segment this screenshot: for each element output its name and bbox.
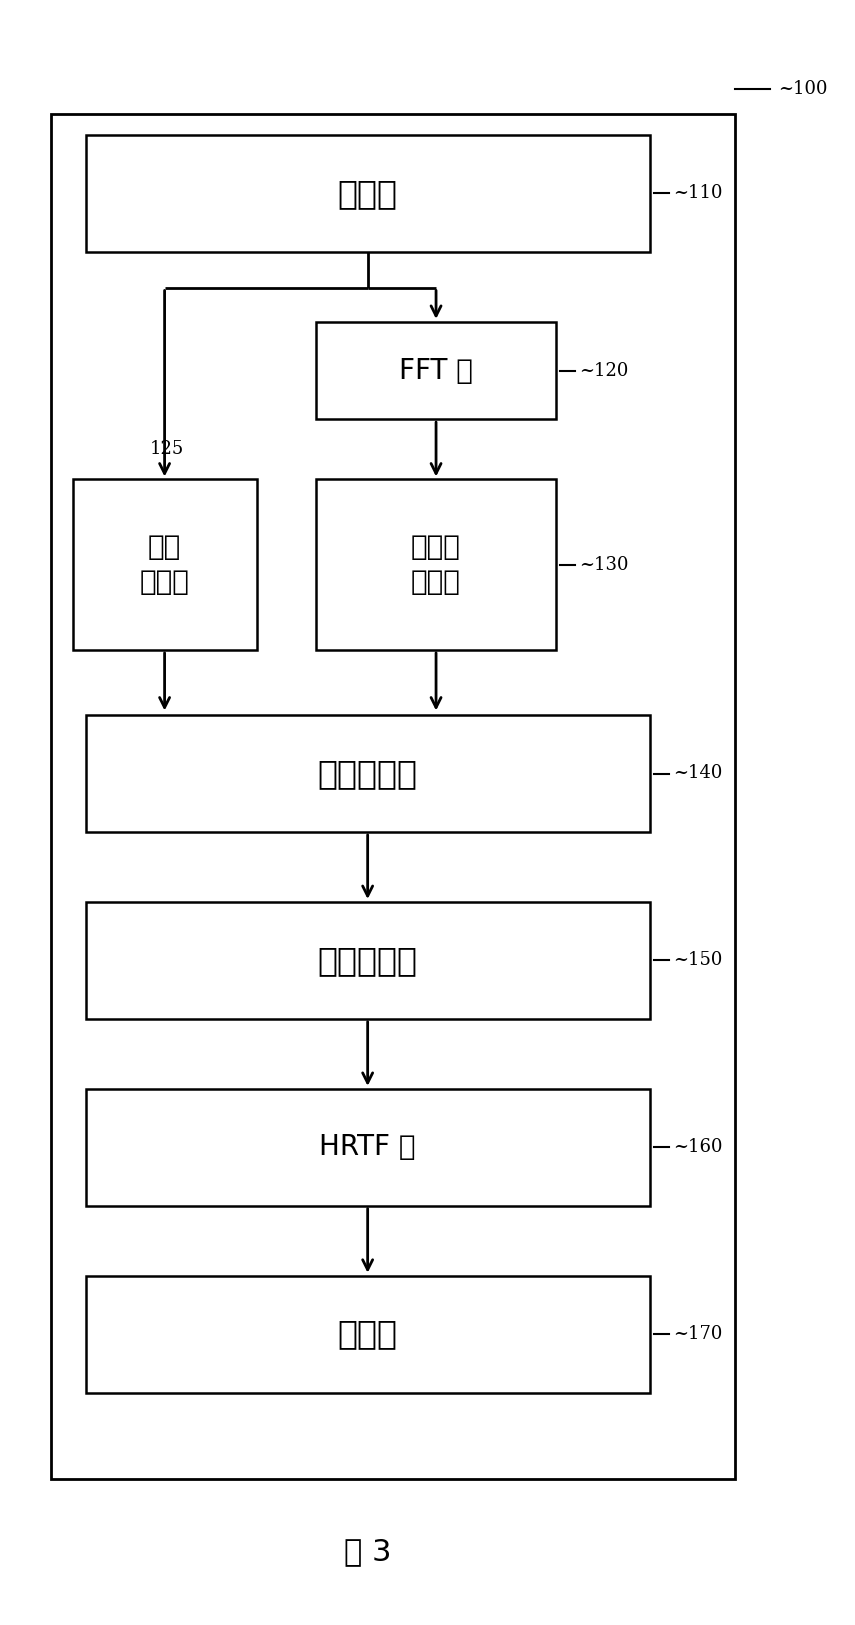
Text: 泛音生成部: 泛音生成部: [318, 757, 417, 790]
Text: 正弦波
生成部: 正弦波 生成部: [411, 533, 461, 596]
Text: 图 3: 图 3: [344, 1537, 392, 1566]
Bar: [73, 479, 256, 650]
Bar: [86, 1276, 650, 1393]
Bar: [86, 715, 650, 832]
Text: 合算部: 合算部: [338, 1318, 398, 1350]
Text: FFT 部: FFT 部: [399, 356, 473, 385]
Text: ~130: ~130: [579, 556, 628, 574]
Text: 带通滤波部: 带通滤波部: [318, 944, 417, 977]
Text: 低通
滤波器: 低通 滤波器: [139, 533, 190, 596]
Bar: [51, 114, 735, 1479]
Bar: [86, 135, 650, 252]
Text: ~140: ~140: [673, 764, 722, 783]
Text: ~150: ~150: [673, 951, 722, 970]
Bar: [86, 902, 650, 1019]
Text: 定相部: 定相部: [338, 177, 398, 210]
Text: ~170: ~170: [673, 1324, 722, 1344]
Text: HRTF 部: HRTF 部: [320, 1133, 416, 1162]
Text: 125: 125: [150, 440, 184, 458]
Bar: [316, 479, 556, 650]
Text: ~160: ~160: [673, 1138, 722, 1157]
Text: ~110: ~110: [673, 184, 722, 203]
Bar: [316, 322, 556, 419]
Bar: [86, 1089, 650, 1206]
Text: ~120: ~120: [579, 361, 628, 380]
Text: ~100: ~100: [778, 80, 828, 99]
